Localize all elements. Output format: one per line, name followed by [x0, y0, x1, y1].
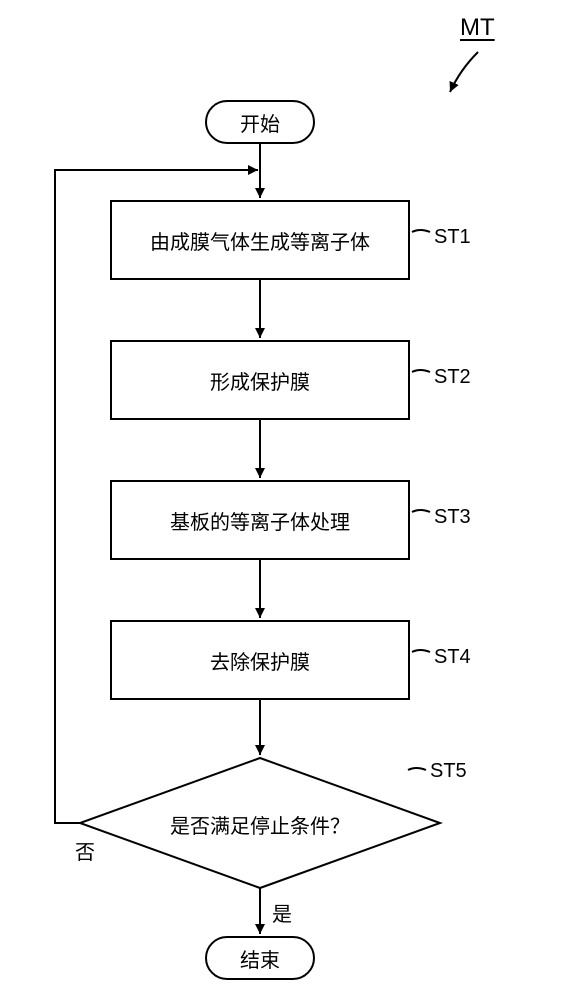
process-st4-label: 去除保护膜 — [210, 646, 310, 675]
process-st1: 由成膜气体生成等离子体 — [110, 200, 410, 280]
step-id-st2: ST2 — [434, 366, 471, 389]
start-node: 开始 — [205, 100, 315, 144]
edge-yes-label: 是 — [272, 898, 292, 927]
step-id-st4: ST4 — [434, 646, 471, 669]
tick-st1 — [412, 230, 430, 232]
process-st3: 基板的等离子体处理 — [110, 480, 410, 560]
process-st2-label: 形成保护膜 — [210, 366, 310, 395]
process-st4: 去除保护膜 — [110, 620, 410, 700]
tick-st4 — [412, 650, 430, 652]
step-id-st1: ST1 — [434, 226, 471, 249]
edge-no-label: 否 — [75, 836, 95, 865]
tick-st5 — [408, 768, 426, 770]
process-st1-label: 由成膜气体生成等离子体 — [150, 226, 370, 255]
mt-pointer-arrow — [450, 52, 478, 92]
decision-label: 是否满足停止条件？ — [80, 810, 440, 839]
tick-st2 — [412, 370, 430, 372]
step-id-st5: ST5 — [430, 760, 467, 783]
process-st2: 形成保护膜 — [110, 340, 410, 420]
tick-st3 — [412, 510, 430, 512]
end-label: 结束 — [240, 944, 280, 973]
start-label: 开始 — [240, 108, 280, 137]
process-st3-label: 基板的等离子体处理 — [170, 506, 350, 535]
flowchart-canvas: MT 开始 由成膜 — [0, 0, 564, 1000]
step-id-st3: ST3 — [434, 506, 471, 529]
end-node: 结束 — [205, 936, 315, 980]
